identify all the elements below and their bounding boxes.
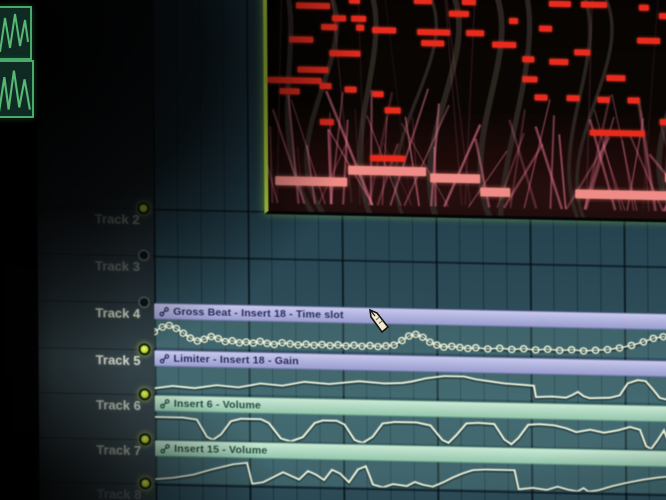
track-separator — [153, 255, 666, 270]
track-header-separator — [39, 481, 156, 485]
note-bar[interactable] — [461, 0, 476, 6]
note-bar[interactable] — [372, 91, 384, 98]
playlist-grid[interactable]: Gross Beat - Insert 18 - Time slot Limit… — [151, 0, 666, 500]
note-bar[interactable] — [492, 41, 517, 49]
note-bar[interactable] — [295, 2, 331, 10]
note-bar[interactable] — [329, 50, 361, 57]
note-bar[interactable] — [370, 155, 406, 162]
note-bar[interactable] — [534, 94, 548, 101]
track-mute-led[interactable] — [138, 343, 151, 356]
track-header-track-7[interactable]: Track 7 — [96, 442, 142, 459]
track-header-separator — [38, 392, 155, 396]
track-mute-led[interactable] — [138, 296, 151, 309]
note-bar[interactable] — [659, 119, 666, 126]
track-header-separator — [38, 347, 155, 351]
long-note-bar[interactable] — [275, 176, 348, 187]
note-bar[interactable] — [421, 40, 445, 47]
track-header-separator — [37, 206, 154, 210]
track-header-track-8[interactable]: Track 8 — [96, 486, 142, 500]
track-header-track-5[interactable]: Track 5 — [95, 352, 141, 369]
note-bar[interactable] — [539, 25, 553, 32]
note-bar[interactable] — [384, 107, 401, 114]
clip-title: Insert 6 - Volume — [173, 397, 262, 412]
long-note-bar[interactable] — [430, 173, 481, 184]
note-bar[interactable] — [606, 74, 626, 82]
note-bar[interactable] — [332, 15, 347, 22]
note-bar[interactable] — [319, 118, 334, 126]
note-bar[interactable] — [351, 15, 367, 22]
clip-title: Limiter - Insert 18 - Gain — [173, 352, 299, 368]
automation-clip-icon — [160, 443, 170, 453]
note-bar[interactable] — [597, 96, 610, 104]
note-bar[interactable] — [580, 1, 607, 8]
track-mute-led[interactable] — [139, 433, 152, 446]
note-bar[interactable] — [637, 37, 661, 45]
note-bar[interactable] — [658, 13, 666, 20]
automation-clip-icon — [160, 398, 170, 408]
note-bar[interactable] — [356, 24, 365, 31]
note-bar[interactable] — [279, 88, 300, 95]
track-header-track-3[interactable]: Track 3 — [95, 258, 140, 275]
picker-automation-thumbnail[interactable] — [0, 6, 32, 60]
note-bar[interactable] — [522, 76, 538, 83]
note-bar[interactable] — [297, 66, 329, 74]
track-mute-led[interactable] — [137, 202, 150, 215]
note-bar[interactable] — [417, 28, 451, 36]
track-header-separator — [37, 253, 154, 257]
note-bar[interactable] — [548, 0, 571, 8]
note-bar[interactable] — [627, 97, 640, 104]
track-header-track-6[interactable]: Track 6 — [95, 397, 141, 414]
automation-clip-icon — [159, 353, 170, 363]
note-bar[interactable] — [638, 4, 649, 11]
automation-clip-icon — [159, 306, 169, 316]
note-bar[interactable] — [574, 49, 591, 56]
pencil-draw-cursor — [369, 308, 390, 334]
track-mute-led[interactable] — [137, 249, 150, 262]
playlist-window: Track 2 Track 3 Track 4 Track 5 Track 6 Track… — [36, 0, 666, 500]
clip-title: Gross Beat - Insert 18 - Time slot — [173, 305, 344, 322]
note-bar[interactable] — [289, 36, 314, 43]
long-note-bar[interactable] — [480, 187, 511, 197]
note-bar[interactable] — [448, 10, 470, 18]
track-header-separator — [38, 300, 155, 304]
note-bar[interactable] — [522, 56, 535, 63]
note-bar[interactable] — [372, 27, 397, 34]
track-mute-led[interactable] — [138, 388, 151, 401]
long-note-bar[interactable] — [348, 165, 427, 177]
note-bar[interactable] — [566, 95, 580, 102]
note-bar[interactable] — [321, 23, 338, 31]
note-bar[interactable] — [466, 30, 485, 37]
note-bar[interactable] — [413, 0, 432, 5]
track-header-track-2[interactable]: Track 2 — [94, 211, 140, 228]
note-bar[interactable] — [348, 0, 360, 4]
track-mute-led[interactable] — [139, 477, 152, 490]
note-bar[interactable] — [509, 17, 519, 25]
note-bar[interactable] — [267, 76, 322, 85]
note-bar[interactable] — [589, 129, 645, 137]
note-bar[interactable] — [549, 58, 569, 66]
note-bar[interactable] — [319, 82, 332, 90]
track-header-separator — [39, 437, 156, 441]
track-header-track-4[interactable]: Track 4 — [95, 305, 141, 322]
picker-automation-thumbnail[interactable] — [0, 60, 34, 118]
note-bar[interactable] — [344, 86, 357, 93]
clip-title: Insert 15 - Volume — [174, 442, 268, 457]
pattern-clip-piano-roll[interactable] — [262, 0, 666, 227]
